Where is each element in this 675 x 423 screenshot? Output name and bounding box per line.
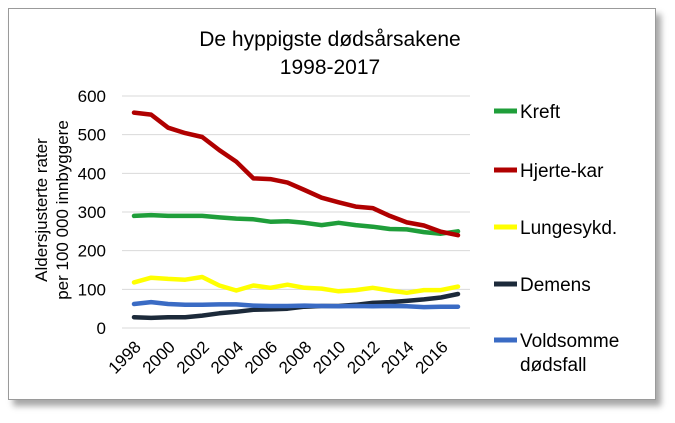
legend-label: Demens: [520, 275, 591, 296]
chart-frame: [8, 8, 656, 400]
x-tick-label: 2012: [343, 337, 383, 377]
x-tick-label: 2010: [309, 337, 349, 377]
y-tick-label: 0: [97, 319, 106, 338]
legend-label: Lungesykd.: [520, 218, 617, 239]
y-axis-label-line2: per 100 000 innbyggere: [53, 120, 72, 300]
x-tick-label: 2006: [241, 337, 281, 377]
x-tick-label: 2016: [412, 337, 452, 377]
series-line-voldsomme-d-dsfall: [131, 299, 461, 310]
legend-label: Hjerte-kar: [520, 161, 604, 182]
chart-subtitle: 1998-2017: [280, 56, 380, 79]
chart-title: De hyppigste dødsårsakene: [199, 28, 461, 51]
y-tick-label: 500: [78, 126, 106, 145]
x-tick-label: 2000: [139, 337, 179, 377]
series-line-hjerte-kar: [131, 110, 461, 238]
y-tick-label: 200: [78, 242, 106, 261]
x-tick-label: 2002: [173, 337, 213, 377]
legend-label: dødsfall: [520, 355, 587, 376]
x-tick-label: 2004: [207, 337, 247, 377]
x-tick-label: 2014: [377, 337, 417, 377]
y-tick-label: 100: [78, 280, 106, 299]
x-tick-label: 2008: [275, 337, 315, 377]
series-line-lungesykd: [131, 274, 461, 296]
y-axis-label-line1: Aldersjusterte rater: [32, 138, 51, 282]
y-tick-label: 600: [78, 87, 106, 106]
y-tick-label: 300: [78, 203, 106, 222]
legend-label: Kreft: [520, 102, 561, 123]
y-tick-label: 400: [78, 164, 106, 183]
series-line-kreft: [131, 212, 461, 236]
legend-label: Voldsomme: [520, 331, 619, 352]
x-tick-label: 1998: [105, 337, 145, 377]
